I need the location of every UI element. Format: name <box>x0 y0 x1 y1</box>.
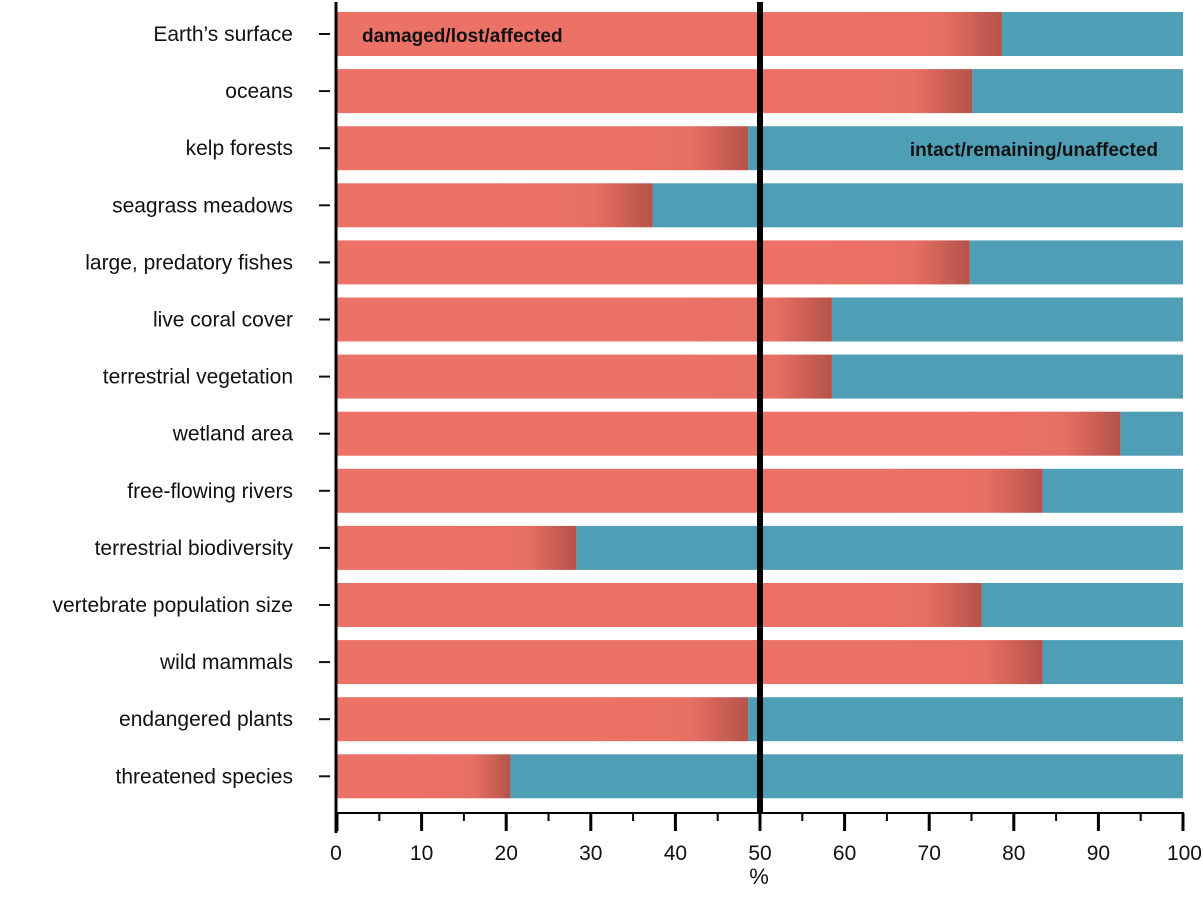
bar-damaged-tail-live-coral-cover <box>681 297 832 342</box>
bar-intact-wild-mammals <box>1042 640 1183 685</box>
annotation-damaged-lost-affected: damaged/lost/affected <box>362 26 563 47</box>
category-label-earths-surface: Earth’s surface <box>153 23 293 46</box>
category-label-seagrass-meadows: seagrass meadows <box>112 194 293 217</box>
x-tick-label-40: 40 <box>664 842 687 865</box>
bar-damaged-wetland-area <box>337 411 972 456</box>
bar-damaged-tail-kelp-forests <box>598 126 749 171</box>
bar-damaged-tail-endangered-plants <box>598 697 749 742</box>
bar-intact-large-predatory-fishes <box>969 240 1183 285</box>
bar-intact-free-flowing-rivers <box>1042 468 1183 513</box>
bar-damaged-tail-seagrass-meadows <box>502 183 653 228</box>
bar-damaged-tail-oceans <box>822 69 973 114</box>
bar-damaged-tail-wild-mammals <box>892 640 1043 685</box>
bar-intact-live-coral-cover <box>831 297 1183 342</box>
x-tick-label-60: 60 <box>833 842 856 865</box>
bar-damaged-endangered-plants <box>337 697 600 742</box>
x-tick-label-70: 70 <box>918 842 941 865</box>
bar-intact-seagrass-meadows <box>652 183 1183 228</box>
bar-damaged-vertebrate-population-size <box>337 583 833 627</box>
x-tick-label-0: 0 <box>330 842 342 865</box>
bar-damaged-tail-terrestrial-biodiversity <box>444 525 577 570</box>
bar-damaged-tail-large-predatory-fishes <box>819 240 970 285</box>
x-tick-label-30: 30 <box>579 842 602 865</box>
category-label-vertebrate-population-size: vertebrate population size <box>53 594 294 617</box>
bar-intact-terrestrial-biodiversity <box>576 525 1183 570</box>
bar-damaged-wild-mammals <box>337 640 894 685</box>
bar-intact-wetland-area <box>1120 411 1183 456</box>
category-label-wetland-area: wetland area <box>172 423 294 446</box>
bar-damaged-oceans <box>337 69 824 114</box>
bar-damaged-terrestrial-biodiversity <box>337 525 446 570</box>
bar-damaged-tail-free-flowing-rivers <box>892 468 1043 513</box>
bar-intact-endangered-plants <box>748 697 1183 742</box>
annotation-intact-remaining-unaffected: intact/remaining/unaffected <box>910 140 1158 161</box>
bar-damaged-tail-threatened-species <box>415 754 511 799</box>
bars-group <box>337 12 1183 799</box>
bar-intact-terrestrial-vegetation <box>831 354 1183 399</box>
bar-damaged-tail-earths-surface <box>851 12 1002 56</box>
bar-damaged-kelp-forests <box>337 126 600 171</box>
bar-damaged-tail-wetland-area <box>970 411 1121 456</box>
axes-group <box>319 2 1185 833</box>
bar-damaged-tail-terrestrial-vegetation <box>681 354 832 399</box>
bar-damaged-terrestrial-vegetation <box>337 354 683 399</box>
bar-damaged-free-flowing-rivers <box>337 468 894 513</box>
bar-intact-kelp-forests <box>748 126 1183 171</box>
x-tick-label-50: 50 <box>748 842 771 865</box>
category-label-terrestrial-biodiversity: terrestrial biodiversity <box>95 537 294 560</box>
bar-intact-vertebrate-population-size <box>981 583 1183 627</box>
bar-intact-oceans <box>972 69 1183 114</box>
bar-damaged-seagrass-meadows <box>337 183 504 228</box>
x-tick-label-20: 20 <box>495 842 518 865</box>
category-label-kelp-forests: kelp forests <box>186 137 293 160</box>
category-label-endangered-plants: endangered plants <box>119 708 293 731</box>
category-label-large-predatory-fishes: large, predatory fishes <box>85 251 293 274</box>
category-label-terrestrial-vegetation: terrestrial vegetation <box>103 366 293 389</box>
category-label-free-flowing-rivers: free-flowing rivers <box>127 480 293 503</box>
x-tick-label-10: 10 <box>410 842 433 865</box>
category-label-live-coral-cover: live coral cover <box>153 309 293 332</box>
bar-intact-earths-surface <box>1001 12 1183 56</box>
bar-damaged-tail-vertebrate-population-size <box>831 583 982 627</box>
category-label-wild-mammals: wild mammals <box>159 651 293 674</box>
bar-damaged-earths-surface <box>337 12 853 56</box>
bar-damaged-large-predatory-fishes <box>337 240 821 285</box>
bar-damaged-threatened-species <box>337 754 417 799</box>
labels-group: Earth’s surface oceans kelp forests seagras… <box>53 23 1203 889</box>
x-tick-label-80: 80 <box>1002 842 1025 865</box>
category-label-threatened-species: threatened species <box>116 765 293 788</box>
category-label-oceans: oceans <box>225 80 293 103</box>
x-axis-label: % <box>749 864 769 889</box>
bar-damaged-live-coral-cover <box>337 297 683 342</box>
x-tick-label-100: 100 <box>1167 842 1202 865</box>
x-tick-label-90: 90 <box>1087 842 1110 865</box>
bar-intact-threatened-species <box>510 754 1183 799</box>
